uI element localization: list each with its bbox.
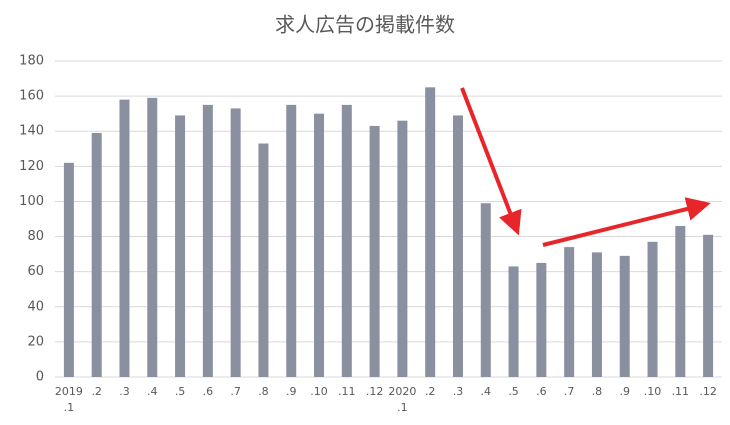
x-tick-label: .7 bbox=[230, 385, 241, 398]
bar bbox=[619, 255, 630, 377]
x-tick-label: .2 bbox=[424, 385, 436, 398]
y-tick-label: 20 bbox=[27, 334, 44, 349]
bar bbox=[202, 104, 213, 377]
x-tick-label: .3 bbox=[452, 385, 464, 398]
bar bbox=[341, 104, 352, 377]
bar bbox=[675, 226, 686, 377]
y-tick-label: 100 bbox=[19, 194, 44, 209]
x-tick-label: .7 bbox=[563, 385, 575, 398]
y-tick-label: 160 bbox=[19, 89, 44, 104]
bar bbox=[536, 262, 547, 377]
bar bbox=[147, 97, 158, 377]
bar bbox=[425, 87, 436, 377]
bar bbox=[397, 120, 408, 377]
bar bbox=[564, 247, 575, 377]
x-tick-label: .5 bbox=[508, 385, 519, 398]
y-tick-label: 60 bbox=[27, 264, 44, 279]
y-tick-label: 40 bbox=[27, 299, 44, 314]
x-tick-label: .4 bbox=[147, 385, 158, 398]
bar bbox=[508, 266, 519, 377]
x-tick-label: .11 bbox=[338, 385, 356, 398]
x-tick-label: .6 bbox=[202, 385, 214, 398]
chart-title: 求人広告の掲載件数 bbox=[275, 13, 455, 37]
bar bbox=[91, 132, 102, 377]
annotation-arrow bbox=[542, 197, 711, 247]
x-tick-label: 2020 .1 bbox=[388, 385, 417, 414]
bar bbox=[63, 162, 74, 377]
bar bbox=[647, 241, 658, 377]
x-tick-label: .9 bbox=[619, 385, 630, 398]
annotation-arrow bbox=[460, 87, 522, 236]
x-tick-label: .8 bbox=[591, 385, 603, 398]
bar bbox=[591, 252, 602, 377]
x-tick-label: .6 bbox=[536, 385, 547, 398]
bar bbox=[703, 234, 714, 377]
x-tick-label: .2 bbox=[91, 385, 102, 398]
y-tick-label: 0 bbox=[36, 370, 44, 385]
x-tick-label: .9 bbox=[285, 385, 297, 398]
bar bbox=[314, 113, 325, 378]
bar bbox=[286, 104, 297, 377]
bar bbox=[230, 108, 241, 378]
y-tick-label: 140 bbox=[19, 124, 44, 139]
x-tick-label: .5 bbox=[174, 385, 186, 398]
y-tick-label: 180 bbox=[19, 54, 44, 69]
x-tick-label: .8 bbox=[258, 385, 269, 398]
bar bbox=[452, 115, 463, 377]
y-tick-label: 80 bbox=[27, 229, 44, 244]
x-tick-label: .11 bbox=[671, 385, 690, 398]
bar bbox=[258, 143, 269, 377]
bar bbox=[369, 125, 380, 377]
x-tick-label: .10 bbox=[643, 385, 662, 398]
x-tick-label: 2019 .1 bbox=[54, 385, 83, 414]
x-tick-label: .10 bbox=[310, 385, 328, 398]
bar bbox=[119, 99, 130, 377]
x-tick-label: .12 bbox=[699, 385, 717, 398]
x-tick-label: .4 bbox=[480, 385, 492, 398]
x-tick-label: .3 bbox=[119, 385, 130, 398]
y-tick-label: 120 bbox=[19, 159, 44, 174]
x-tick-label: .12 bbox=[365, 385, 384, 398]
bar bbox=[480, 203, 491, 377]
bar bbox=[175, 115, 186, 377]
